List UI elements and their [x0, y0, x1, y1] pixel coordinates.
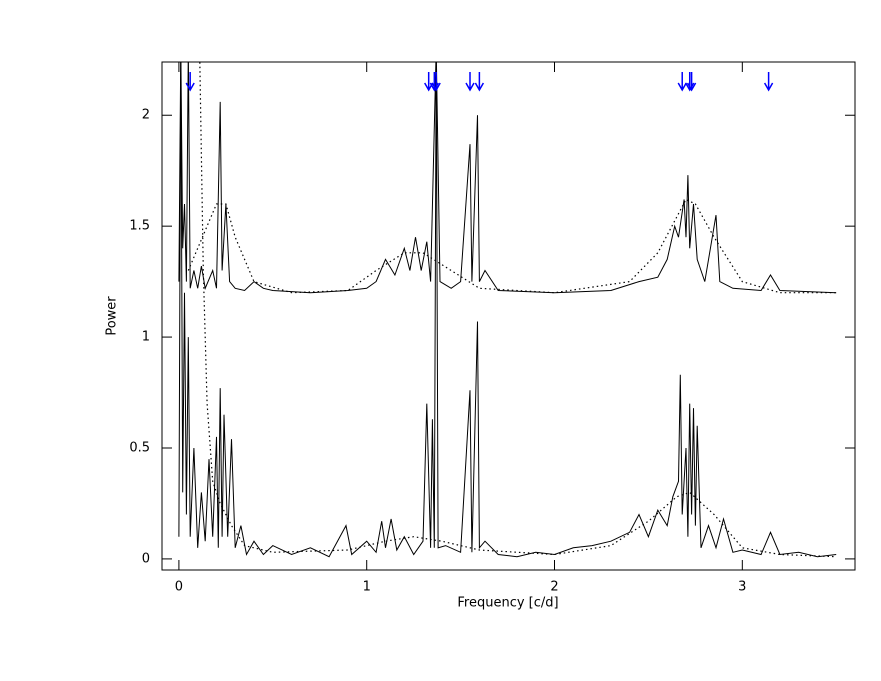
envelope-line: [199, 62, 837, 558]
y-tick-label: 1.5: [129, 219, 150, 234]
frequency-arrow: [424, 72, 434, 92]
y-tick-label: 0: [142, 551, 150, 566]
spectrum-line: [178, 62, 837, 294]
frequency-arrow: [474, 72, 485, 92]
plot-area: [178, 62, 837, 558]
x-tick-label: 1: [363, 580, 371, 595]
frequency-arrow: [185, 72, 195, 92]
frequency-arrow: [677, 72, 687, 92]
plot-frame: [161, 61, 856, 571]
frequency-arrow: [465, 72, 475, 92]
spectrum-line: [178, 62, 837, 558]
x-axis-label: Frequency [c/d]: [457, 596, 558, 611]
x-tick-label: 3: [738, 580, 746, 595]
envelope-line: [187, 198, 837, 294]
y-tick-label: 2: [142, 108, 150, 123]
frequency-arrow: [686, 72, 697, 92]
x-tick-label: 2: [550, 580, 558, 595]
y-tick-label: 0.5: [129, 440, 150, 455]
frequency-arrow: [763, 72, 774, 92]
x-tick-label: 0: [175, 580, 183, 595]
y-tick-label: 1: [142, 330, 150, 345]
y-axis-label: Power: [105, 296, 120, 336]
frequency-arrow: [431, 72, 441, 92]
